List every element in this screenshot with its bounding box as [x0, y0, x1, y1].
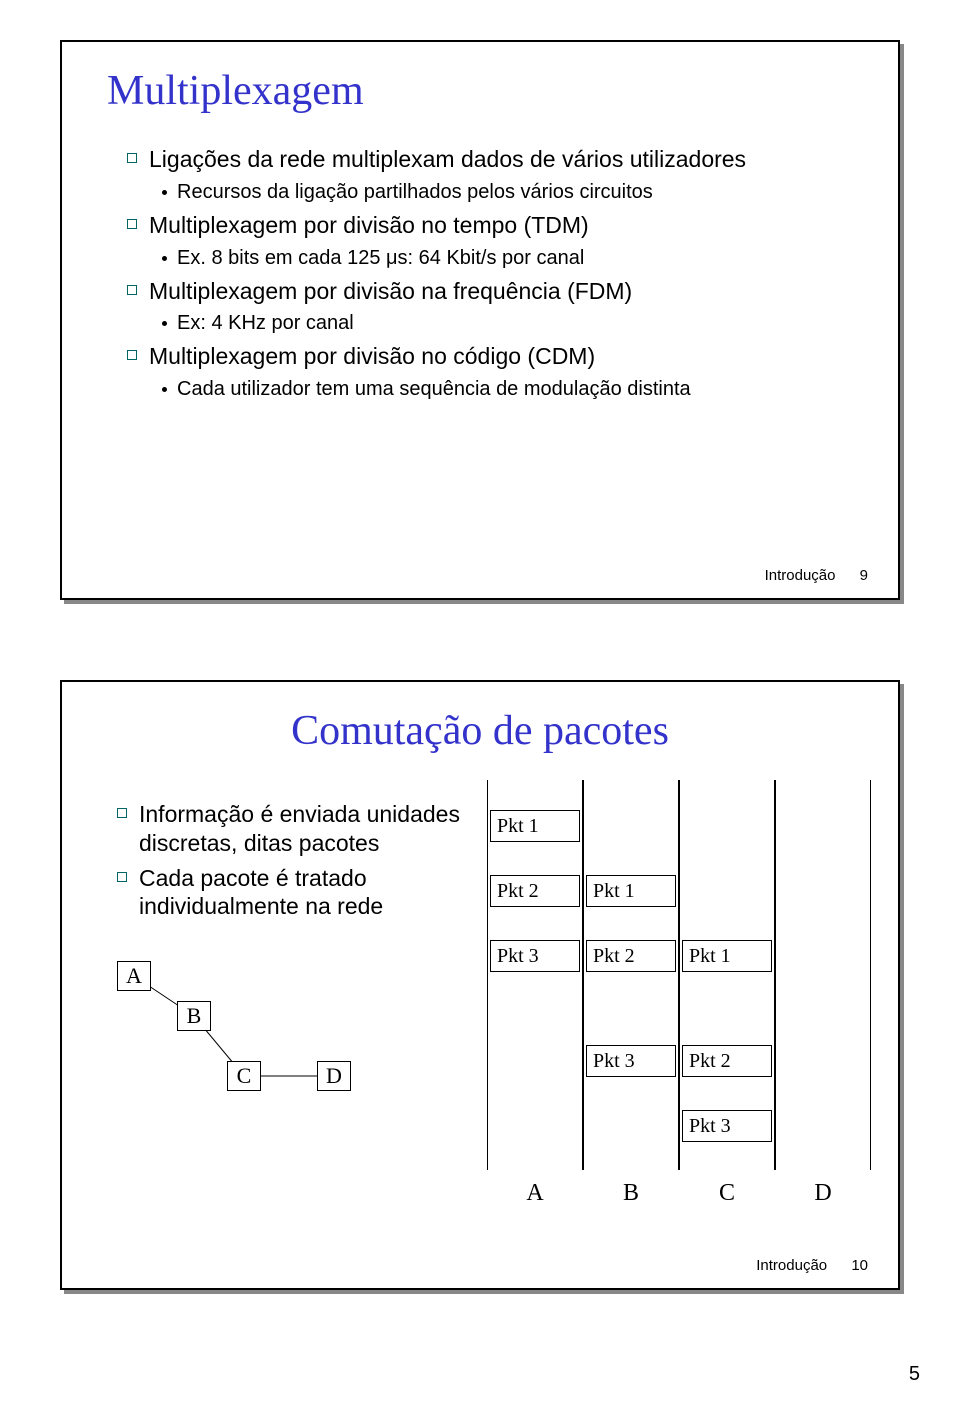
graph-node-b: B — [177, 1001, 211, 1031]
packet-diagram: Pkt 1Pkt 2Pkt 3 Pkt 1Pkt 2Pkt 3 Pkt 1Pkt… — [487, 780, 888, 1101]
square-bullet-icon — [117, 808, 127, 818]
graph-node-d: D — [317, 1061, 351, 1091]
packet-box: Pkt 2 — [586, 940, 676, 972]
square-bullet-icon — [127, 153, 137, 163]
list-item: Multiplexagem por divisão no tempo (TDM) — [127, 211, 858, 240]
list-item: Recursos da ligação partilhados pelos vá… — [162, 180, 858, 205]
packet-column-c: Pkt 1 Pkt 2 Pkt 3 — [679, 780, 775, 1170]
dot-bullet-icon — [162, 387, 167, 392]
slide-title: Comutação de pacotes — [62, 682, 898, 780]
packet-box: Pkt 3 — [682, 1110, 772, 1142]
list-item-text: Ex. 8 bits em cada 125 μs: 64 Kbit/s por… — [177, 246, 584, 271]
col-label-c: C — [679, 1180, 775, 1207]
list-item-text: Multiplexagem por divisão no tempo (TDM) — [149, 211, 589, 240]
list-item: Ex. 8 bits em cada 125 μs: 64 Kbit/s por… — [162, 246, 858, 271]
graph-node-c: C — [227, 1061, 261, 1091]
packet-box: Pkt 1 — [490, 810, 580, 842]
packet-column-b: Pkt 1 Pkt 2 Pkt 3 — [583, 780, 679, 1170]
packet-box: Pkt 1 — [682, 940, 772, 972]
slide-footer: Introdução 10 — [756, 1257, 868, 1274]
square-bullet-icon — [127, 350, 137, 360]
dot-bullet-icon — [162, 321, 167, 326]
list-item: Multiplexagem por divisão no código (CDM… — [127, 342, 858, 371]
dot-bullet-icon — [162, 190, 167, 195]
footer-num: 10 — [851, 1257, 868, 1274]
list-item-text: Recursos da ligação partilhados pelos vá… — [177, 180, 653, 205]
slide-multiplexagem: Multiplexagem Ligações da rede multiplex… — [60, 40, 900, 600]
list-item: Cada pacote é tratado individualmente na… — [117, 864, 487, 922]
square-bullet-icon — [117, 872, 127, 882]
packet-box: Pkt 3 — [490, 940, 580, 972]
packet-box: Pkt 1 — [586, 875, 676, 907]
list-item: Ligações da rede multiplexam dados de vá… — [127, 145, 858, 174]
footer-label: Introdução — [765, 567, 836, 584]
col-label-d: D — [775, 1180, 871, 1207]
square-bullet-icon — [127, 285, 137, 295]
packet-column-d — [775, 780, 871, 1170]
col-label-b: B — [583, 1180, 679, 1207]
page-number: 5 — [909, 1363, 920, 1386]
packet-box: Pkt 3 — [586, 1045, 676, 1077]
slide-footer: Introdução 9 — [765, 567, 868, 584]
list-item-text: Multiplexagem por divisão no código (CDM… — [149, 342, 595, 371]
list-item: Ex: 4 KHz por canal — [162, 311, 858, 336]
list-item: Informação é enviada unidades discretas,… — [117, 800, 487, 858]
list-item-text: Cada utilizador tem uma sequência de mod… — [177, 377, 691, 402]
packet-box: Pkt 2 — [682, 1045, 772, 1077]
dot-bullet-icon — [162, 256, 167, 261]
slide-content: Ligações da rede multiplexam dados de vá… — [62, 145, 898, 402]
list-item: Multiplexagem por divisão na frequência … — [127, 277, 858, 306]
slide-comutacao: Comutação de pacotes Informação é enviad… — [60, 680, 900, 1290]
bullet-list: Informação é enviada unidades discretas,… — [117, 780, 487, 1101]
graph-node-a: A — [117, 961, 151, 991]
list-item-text: Informação é enviada unidades discretas,… — [139, 800, 487, 858]
list-item-text: Multiplexagem por divisão na frequência … — [149, 277, 632, 306]
square-bullet-icon — [127, 219, 137, 229]
packet-box: Pkt 2 — [490, 875, 580, 907]
footer-num: 9 — [860, 567, 868, 584]
network-graph: ABC D — [117, 961, 417, 1101]
list-item-text: Ligações da rede multiplexam dados de vá… — [149, 145, 746, 174]
graph-edges — [117, 961, 417, 1101]
list-item-text: Cada pacote é tratado individualmente na… — [139, 864, 487, 922]
footer-label: Introdução — [756, 1257, 827, 1274]
slide-title: Multiplexagem — [62, 42, 898, 145]
packet-column-a: Pkt 1 Pkt 2 Pkt 3 — [487, 780, 583, 1170]
slide-body: Informação é enviada unidades discretas,… — [62, 780, 898, 1101]
list-item-text: Ex: 4 KHz por canal — [177, 311, 354, 336]
list-item: Cada utilizador tem uma sequência de mod… — [162, 377, 858, 402]
col-label-a: A — [487, 1180, 583, 1207]
